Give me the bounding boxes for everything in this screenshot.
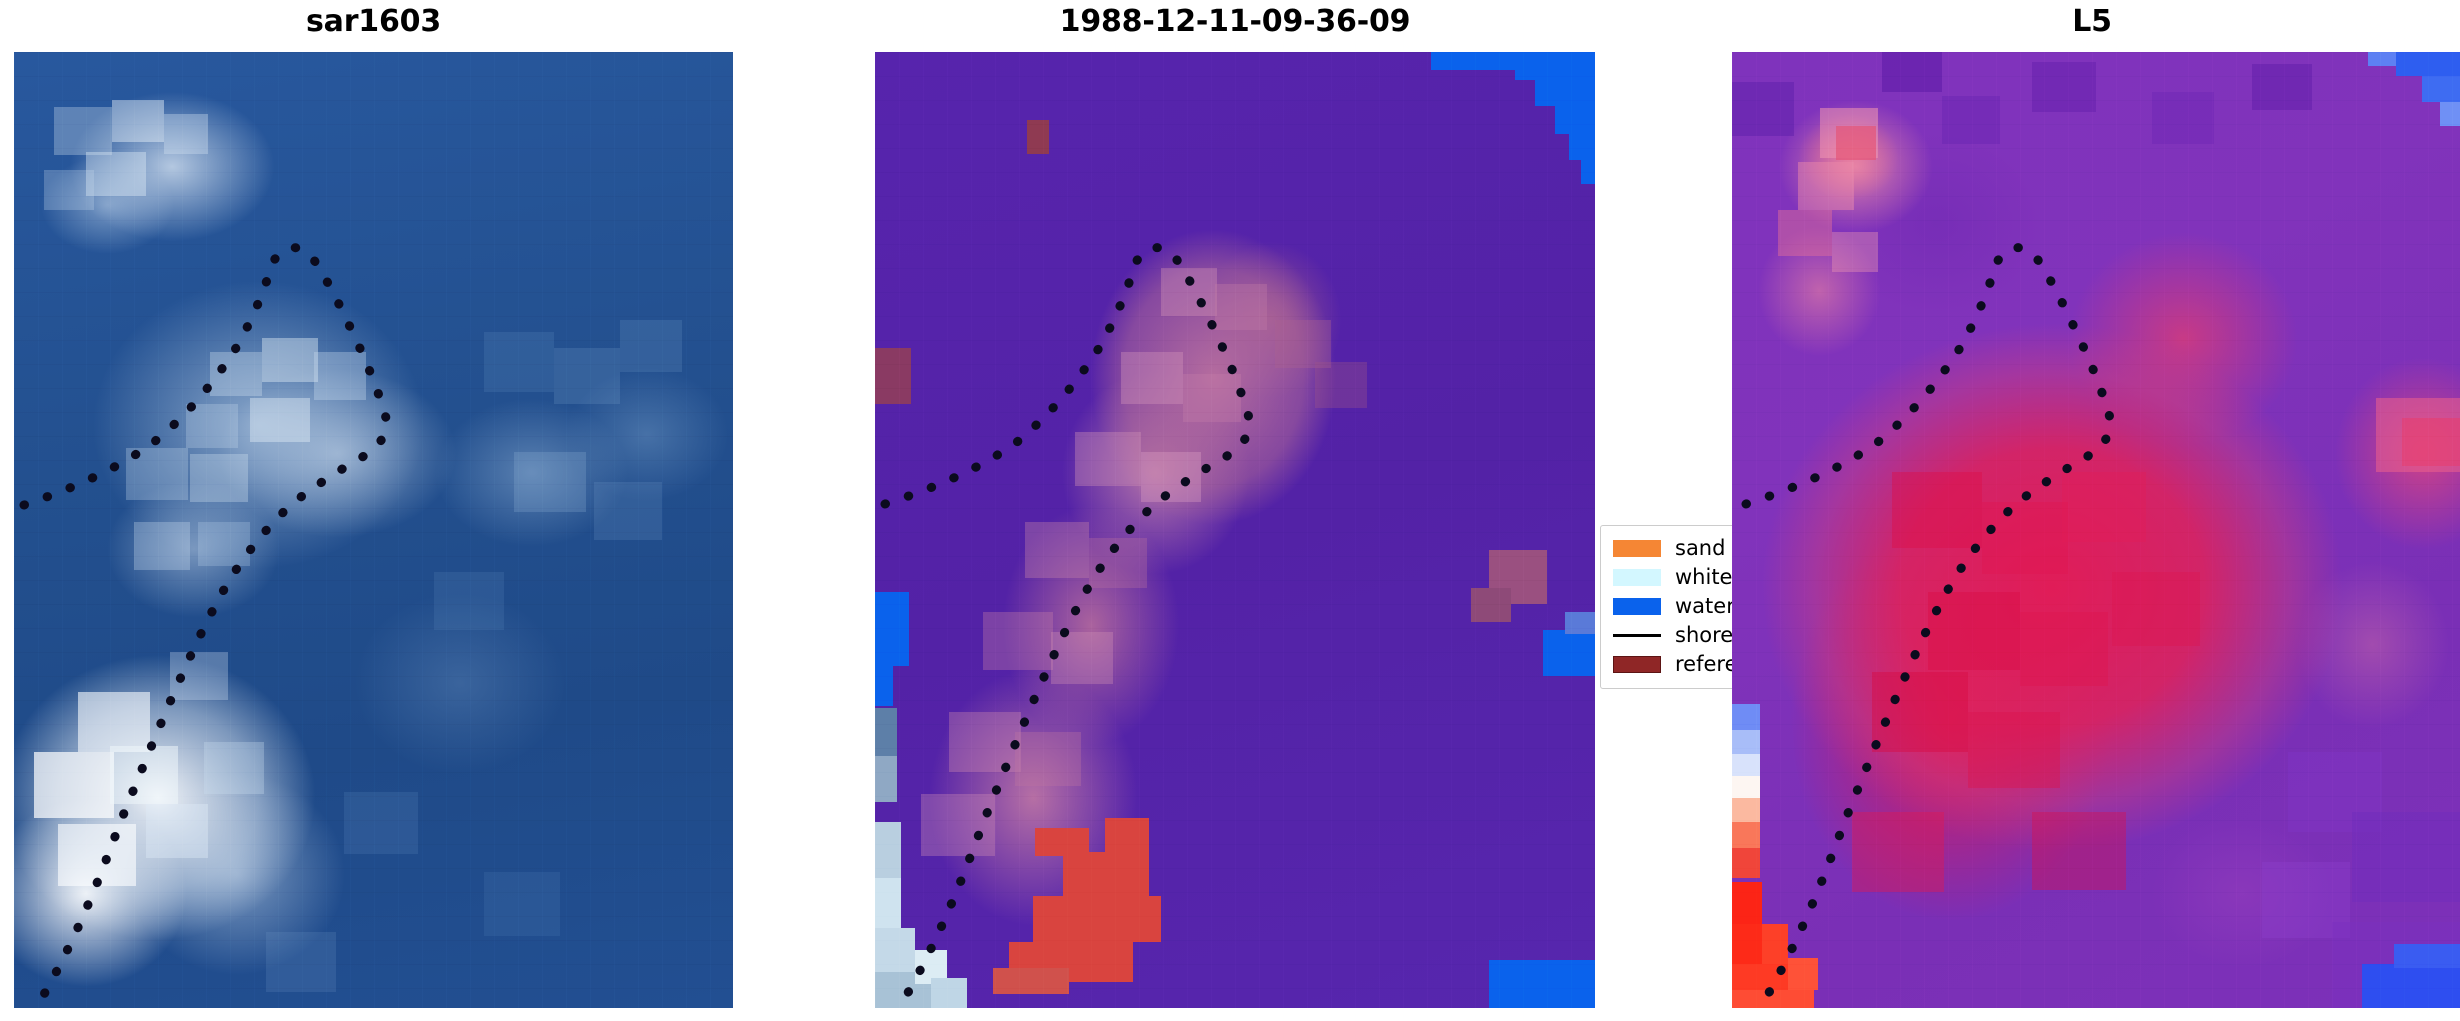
l5-pixel-blocks	[1732, 52, 2460, 1008]
classification-class-blocks	[875, 52, 1595, 1008]
classification-pixel-grid	[875, 52, 1595, 1008]
legend-label-water: water	[1675, 594, 1732, 618]
legend-item-sand[interactable]: sand	[1613, 534, 1732, 563]
water-swatch-icon	[1613, 598, 1661, 615]
panel-l5: L5	[1703, 0, 2460, 1021]
legend-item-shoreline[interactable]: shoreli	[1613, 621, 1732, 650]
classification-raster-image	[875, 52, 1595, 1008]
whitewater-swatch-icon	[1613, 569, 1661, 586]
classification-island-body	[875, 52, 1595, 1008]
panel-sar1603: sar1603	[0, 0, 740, 1021]
panel-title-sar1603: sar1603	[306, 4, 441, 39]
l5-plasma-field	[1732, 52, 2460, 1008]
legend-label-reference: referen	[1675, 652, 1732, 676]
legend-label-shoreline: shoreli	[1675, 623, 1732, 647]
panel-title-l5: L5	[2072, 4, 2112, 39]
sand-swatch-icon	[1613, 540, 1661, 557]
shoreline-dotted-overlay-classification	[880, 243, 1254, 1008]
sar-pixel-grid	[14, 52, 733, 1008]
sar-pixel-blocks	[14, 52, 733, 1008]
shoreline-line-icon	[1613, 627, 1661, 644]
panel-title-classification: 1988-12-11-09-36-09	[1059, 4, 1411, 39]
reference-swatch-icon	[1613, 656, 1661, 673]
legend-item-reference[interactable]: referen	[1613, 650, 1732, 679]
shoreline-dotted-overlay-sar	[19, 243, 391, 1008]
shoreline-dotted-overlay-l5	[1741, 243, 2115, 1008]
l5-raster-image	[1732, 52, 2460, 1008]
legend-label-sand: sand	[1675, 536, 1726, 560]
l5-pixel-grid	[1732, 52, 2460, 1008]
legend-item-water[interactable]: water	[1613, 592, 1732, 621]
panel-classification: 1988-12-11-09-36-09	[846, 0, 1606, 1021]
sar-raster-image	[14, 52, 733, 1008]
